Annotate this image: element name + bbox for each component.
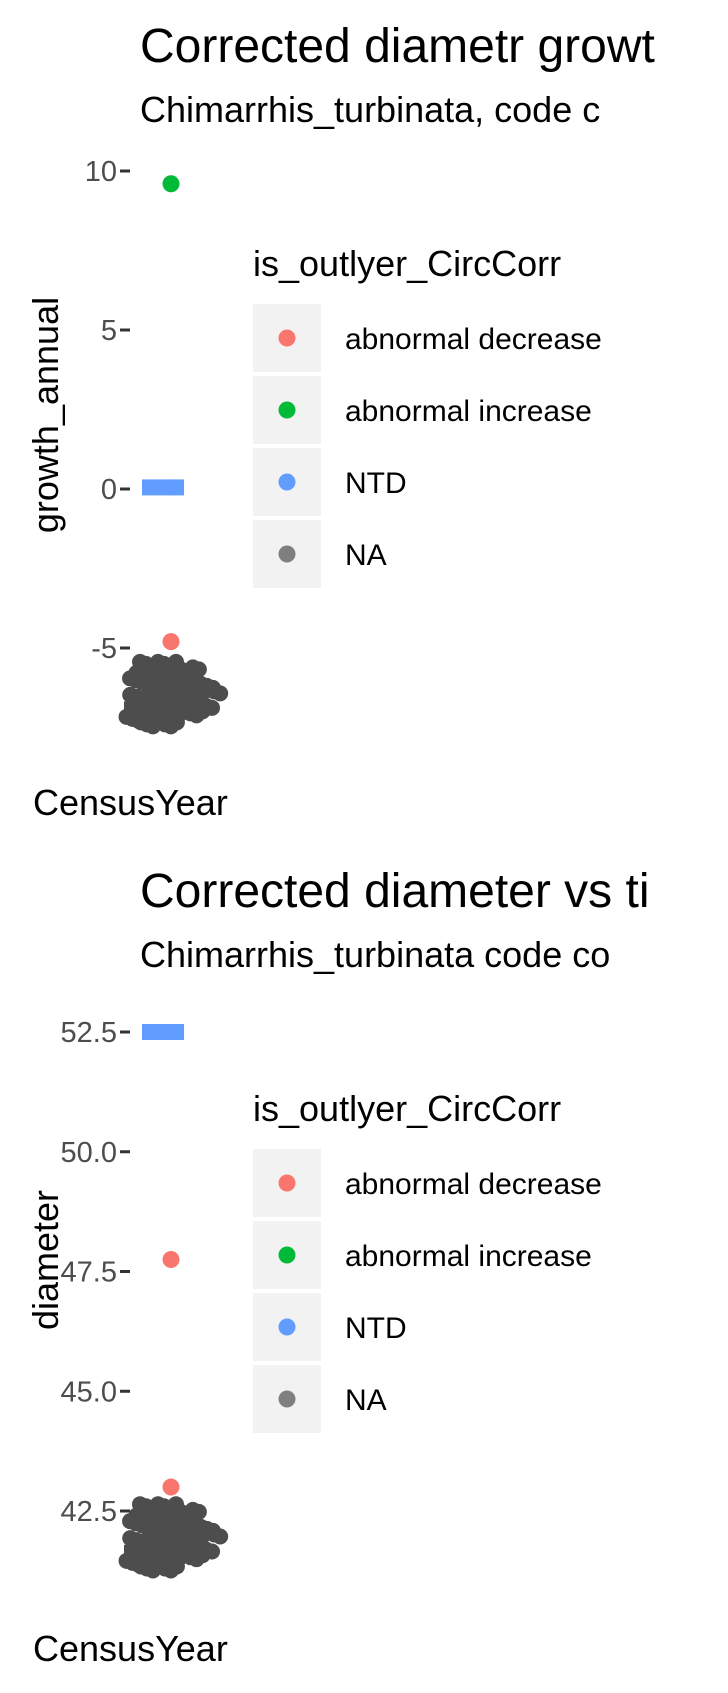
na-point bbox=[212, 685, 229, 702]
legend-label: abnormal decrease bbox=[345, 323, 602, 356]
legend-swatch bbox=[278, 401, 296, 419]
y-tick-label: 45.0 bbox=[61, 1376, 117, 1408]
legend-label: abnormal increase bbox=[345, 395, 592, 428]
legend-item: abnormal decrease bbox=[253, 304, 602, 372]
y-tick-label: -5 bbox=[91, 633, 117, 665]
legend-item: abnormal decrease bbox=[253, 1149, 602, 1217]
chart-panel-2: Corrected diameter vs ti Chimarrhis_turbi… bbox=[25, 865, 650, 1669]
chart-subtitle: Chimarrhis_turbinata, code c bbox=[140, 89, 600, 130]
na-point-cluster bbox=[118, 653, 229, 735]
na-point-cluster bbox=[118, 1496, 229, 1579]
legend-swatch bbox=[278, 1318, 296, 1336]
legend: is_outlyer_CircCorr abnormal decrease abno… bbox=[253, 1088, 602, 1433]
y-tick-label: 5 bbox=[101, 315, 117, 347]
legend-swatch bbox=[278, 329, 296, 347]
legend-swatch bbox=[278, 1390, 296, 1408]
data-point bbox=[162, 175, 180, 193]
y-tick-label: 10 bbox=[85, 156, 117, 188]
na-point-bar bbox=[142, 661, 172, 671]
legend-label: NTD bbox=[345, 1312, 407, 1345]
na-point bbox=[194, 703, 211, 720]
legend-swatch bbox=[278, 473, 296, 491]
na-point bbox=[168, 714, 185, 731]
data-point bbox=[163, 1024, 179, 1040]
y-tick-label: 50.0 bbox=[61, 1137, 117, 1169]
y-tick-label: 0 bbox=[101, 474, 117, 506]
legend-swatch bbox=[278, 545, 296, 563]
na-point bbox=[212, 1528, 229, 1545]
chart-title: Corrected diametr growt bbox=[140, 20, 655, 73]
data-point bbox=[162, 1251, 180, 1269]
na-point bbox=[194, 1547, 211, 1564]
legend-item: NA bbox=[253, 520, 387, 588]
legend: is_outlyer_CircCorr abnormal decrease abno… bbox=[253, 243, 602, 588]
na-point-bar bbox=[124, 1544, 160, 1557]
chart-subtitle: Chimarrhis_turbinata code co bbox=[140, 934, 610, 975]
legend-item: abnormal increase bbox=[253, 1221, 592, 1289]
legend-label: abnormal decrease bbox=[345, 1168, 602, 1201]
data-point bbox=[163, 479, 179, 496]
y-axis-title: diameter bbox=[25, 1190, 66, 1330]
y-axis-title: growth_annual bbox=[25, 297, 66, 533]
legend-item: NA bbox=[253, 1365, 387, 1433]
chart-panel-1: Corrected diametr growt Chimarrhis_turbin… bbox=[25, 20, 655, 823]
legend-label: NTD bbox=[345, 467, 407, 500]
chart-title: Corrected diameter vs ti bbox=[140, 865, 650, 918]
legend-item: NTD bbox=[253, 448, 407, 516]
legend-title: is_outlyer_CircCorr bbox=[253, 243, 561, 284]
legend-swatch bbox=[278, 1174, 296, 1192]
legend-item: NTD bbox=[253, 1293, 407, 1361]
data-point bbox=[162, 633, 180, 651]
legend-label: NA bbox=[345, 1384, 387, 1417]
legend-title: is_outlyer_CircCorr bbox=[253, 1088, 561, 1129]
legend-item: abnormal increase bbox=[253, 376, 592, 444]
data-point bbox=[162, 1478, 180, 1496]
legend-label: NA bbox=[345, 539, 387, 572]
x-axis-title: CensusYear bbox=[33, 782, 228, 823]
na-point-bar bbox=[142, 1504, 172, 1514]
legend-label: abnormal increase bbox=[345, 1240, 592, 1273]
x-axis-title: CensusYear bbox=[33, 1628, 228, 1669]
legend-swatch bbox=[278, 1246, 296, 1264]
y-tick-label: 52.5 bbox=[61, 1017, 117, 1049]
na-point-bar bbox=[124, 701, 160, 714]
y-tick-label: 47.5 bbox=[61, 1257, 117, 1289]
y-tick-label: 42.5 bbox=[61, 1496, 117, 1528]
na-point bbox=[168, 1558, 185, 1575]
